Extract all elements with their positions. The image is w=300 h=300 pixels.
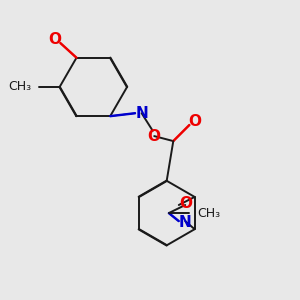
Text: N: N [179, 215, 192, 230]
Text: O: O [188, 114, 201, 129]
Text: N: N [135, 106, 148, 121]
Text: CH₃: CH₃ [198, 207, 221, 220]
Text: CH₃: CH₃ [8, 80, 31, 93]
Text: O: O [179, 196, 192, 211]
Text: O: O [148, 129, 161, 144]
Text: O: O [49, 32, 62, 47]
